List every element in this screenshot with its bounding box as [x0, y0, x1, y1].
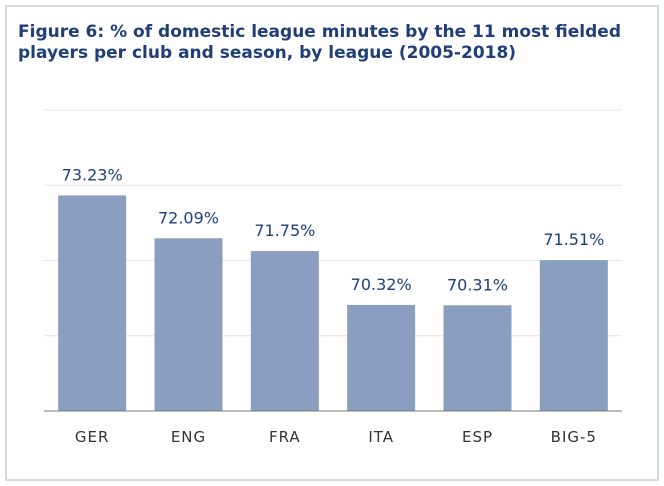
bar-esp [443, 305, 512, 411]
x-tick-label: FRA [269, 428, 301, 446]
bar-fra [250, 251, 319, 411]
x-tick-label: GER [75, 428, 110, 446]
data-label: 72.09% [158, 208, 219, 227]
data-label: 71.51% [543, 230, 604, 249]
x-tick-label: ENG [171, 428, 206, 446]
x-tick-label: ITA [368, 428, 394, 446]
bar-eng [154, 238, 223, 411]
data-label: 70.31% [447, 275, 508, 294]
bar-big-5 [539, 260, 608, 411]
data-label: 70.32% [351, 275, 412, 294]
data-label: 71.75% [254, 221, 315, 240]
x-tick-label: BIG-5 [551, 428, 597, 446]
bar-ger [58, 195, 127, 411]
bar-ita [347, 304, 416, 411]
data-label: 73.23% [62, 165, 123, 184]
chart-title: Figure 6: % of domestic league minutes b… [18, 22, 621, 63]
x-tick-label: ESP [462, 428, 493, 446]
